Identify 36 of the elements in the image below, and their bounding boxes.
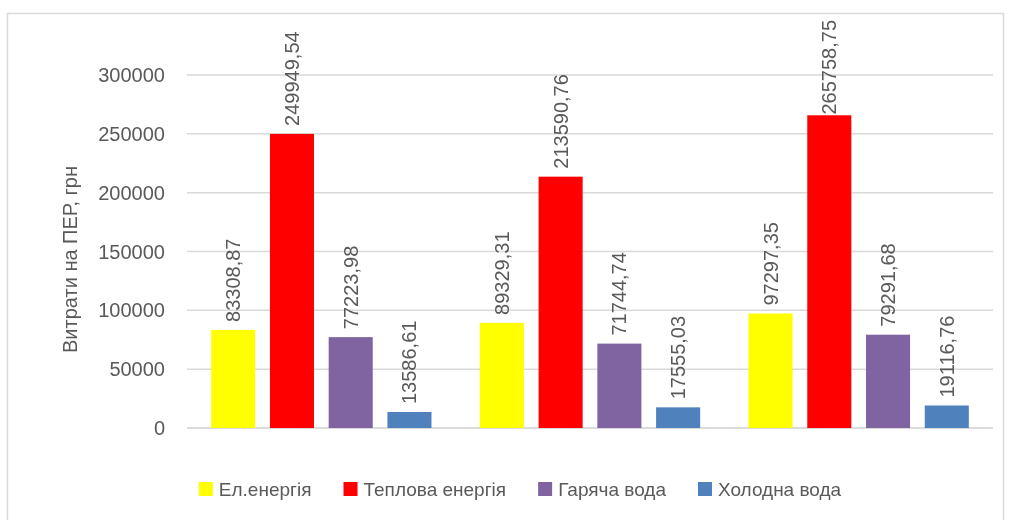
bar [866,334,911,428]
data-label: 265758,75 [818,19,841,115]
bar [328,337,373,428]
data-label: 79291,68 [877,243,900,327]
bar [924,405,969,428]
bar [748,313,793,428]
y-tick-label: 200000 [98,181,165,204]
data-label: 13586,61 [398,320,421,405]
bar [479,322,524,428]
bar [597,343,642,428]
y-axis-title: Витрати на ПЕР, грн [59,166,81,353]
data-label: 71744,74 [608,252,631,336]
data-label: 77223,98 [339,245,362,330]
y-tick-label: 300000 [98,64,165,86]
y-tick-label: 0 [153,417,165,439]
legend-label: Гаряча вода [558,478,667,500]
legend-label: Ел.енергія [218,478,312,500]
data-label: 89329,31 [490,231,513,315]
legend-label: Холодна вода [717,478,842,500]
legend-label: Теплова енергія [363,478,507,500]
data-label: 19116,76 [935,315,958,398]
bar [387,412,432,428]
y-tick-label: 50000 [109,358,165,381]
data-label: 83308,87 [222,238,245,322]
bar [211,329,256,428]
data-label: 97297,35 [759,222,782,306]
y-tick-label: 250000 [98,122,165,145]
bar [807,115,852,428]
data-label: 213590,76 [549,74,572,169]
bar [538,176,583,428]
y-tick-label: 100000 [98,299,165,322]
data-label: 249949,54 [280,31,303,126]
bar [656,407,701,428]
bar [269,133,314,428]
y-tick-label: 150000 [98,240,165,263]
data-label: 17555,03 [667,315,690,400]
